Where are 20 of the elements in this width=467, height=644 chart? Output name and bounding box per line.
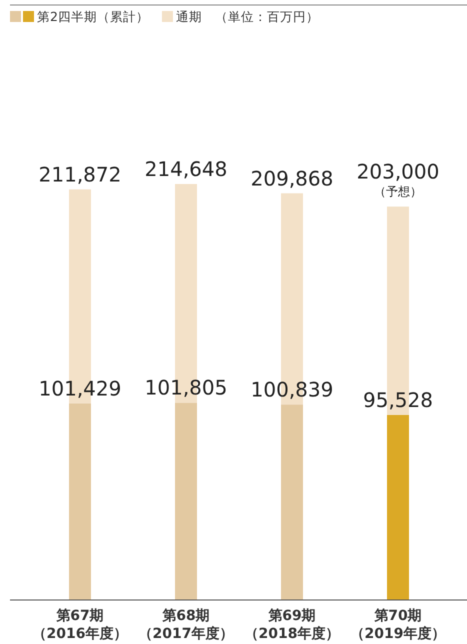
- category: 第68期（2017年度）: [138, 608, 234, 642]
- bar: [387, 414, 409, 600]
- data-label: 101,429: [38, 376, 122, 400]
- category: 第70期（2019年度）: [350, 608, 446, 642]
- annotation: （予想）: [374, 184, 422, 199]
- category: 第67期（2016年度）: [32, 608, 128, 642]
- annotation: （単位：百万円）: [214, 9, 319, 24]
- bar: [69, 403, 91, 600]
- legend-label: 第2四半期（累計）: [37, 9, 149, 24]
- data-label: 95,528: [363, 388, 433, 412]
- legend-label: 通期: [176, 9, 202, 24]
- bar: [281, 404, 303, 600]
- total: 214,648: [144, 157, 228, 181]
- category: 第69期（2018年度）: [244, 608, 340, 642]
- total: 203,000: [356, 160, 440, 184]
- total: 209,868: [250, 166, 334, 190]
- data-label: 101,805: [144, 376, 228, 400]
- bar: [175, 402, 197, 600]
- data-label: 100,839: [250, 378, 334, 402]
- total: 211,872: [38, 162, 122, 186]
